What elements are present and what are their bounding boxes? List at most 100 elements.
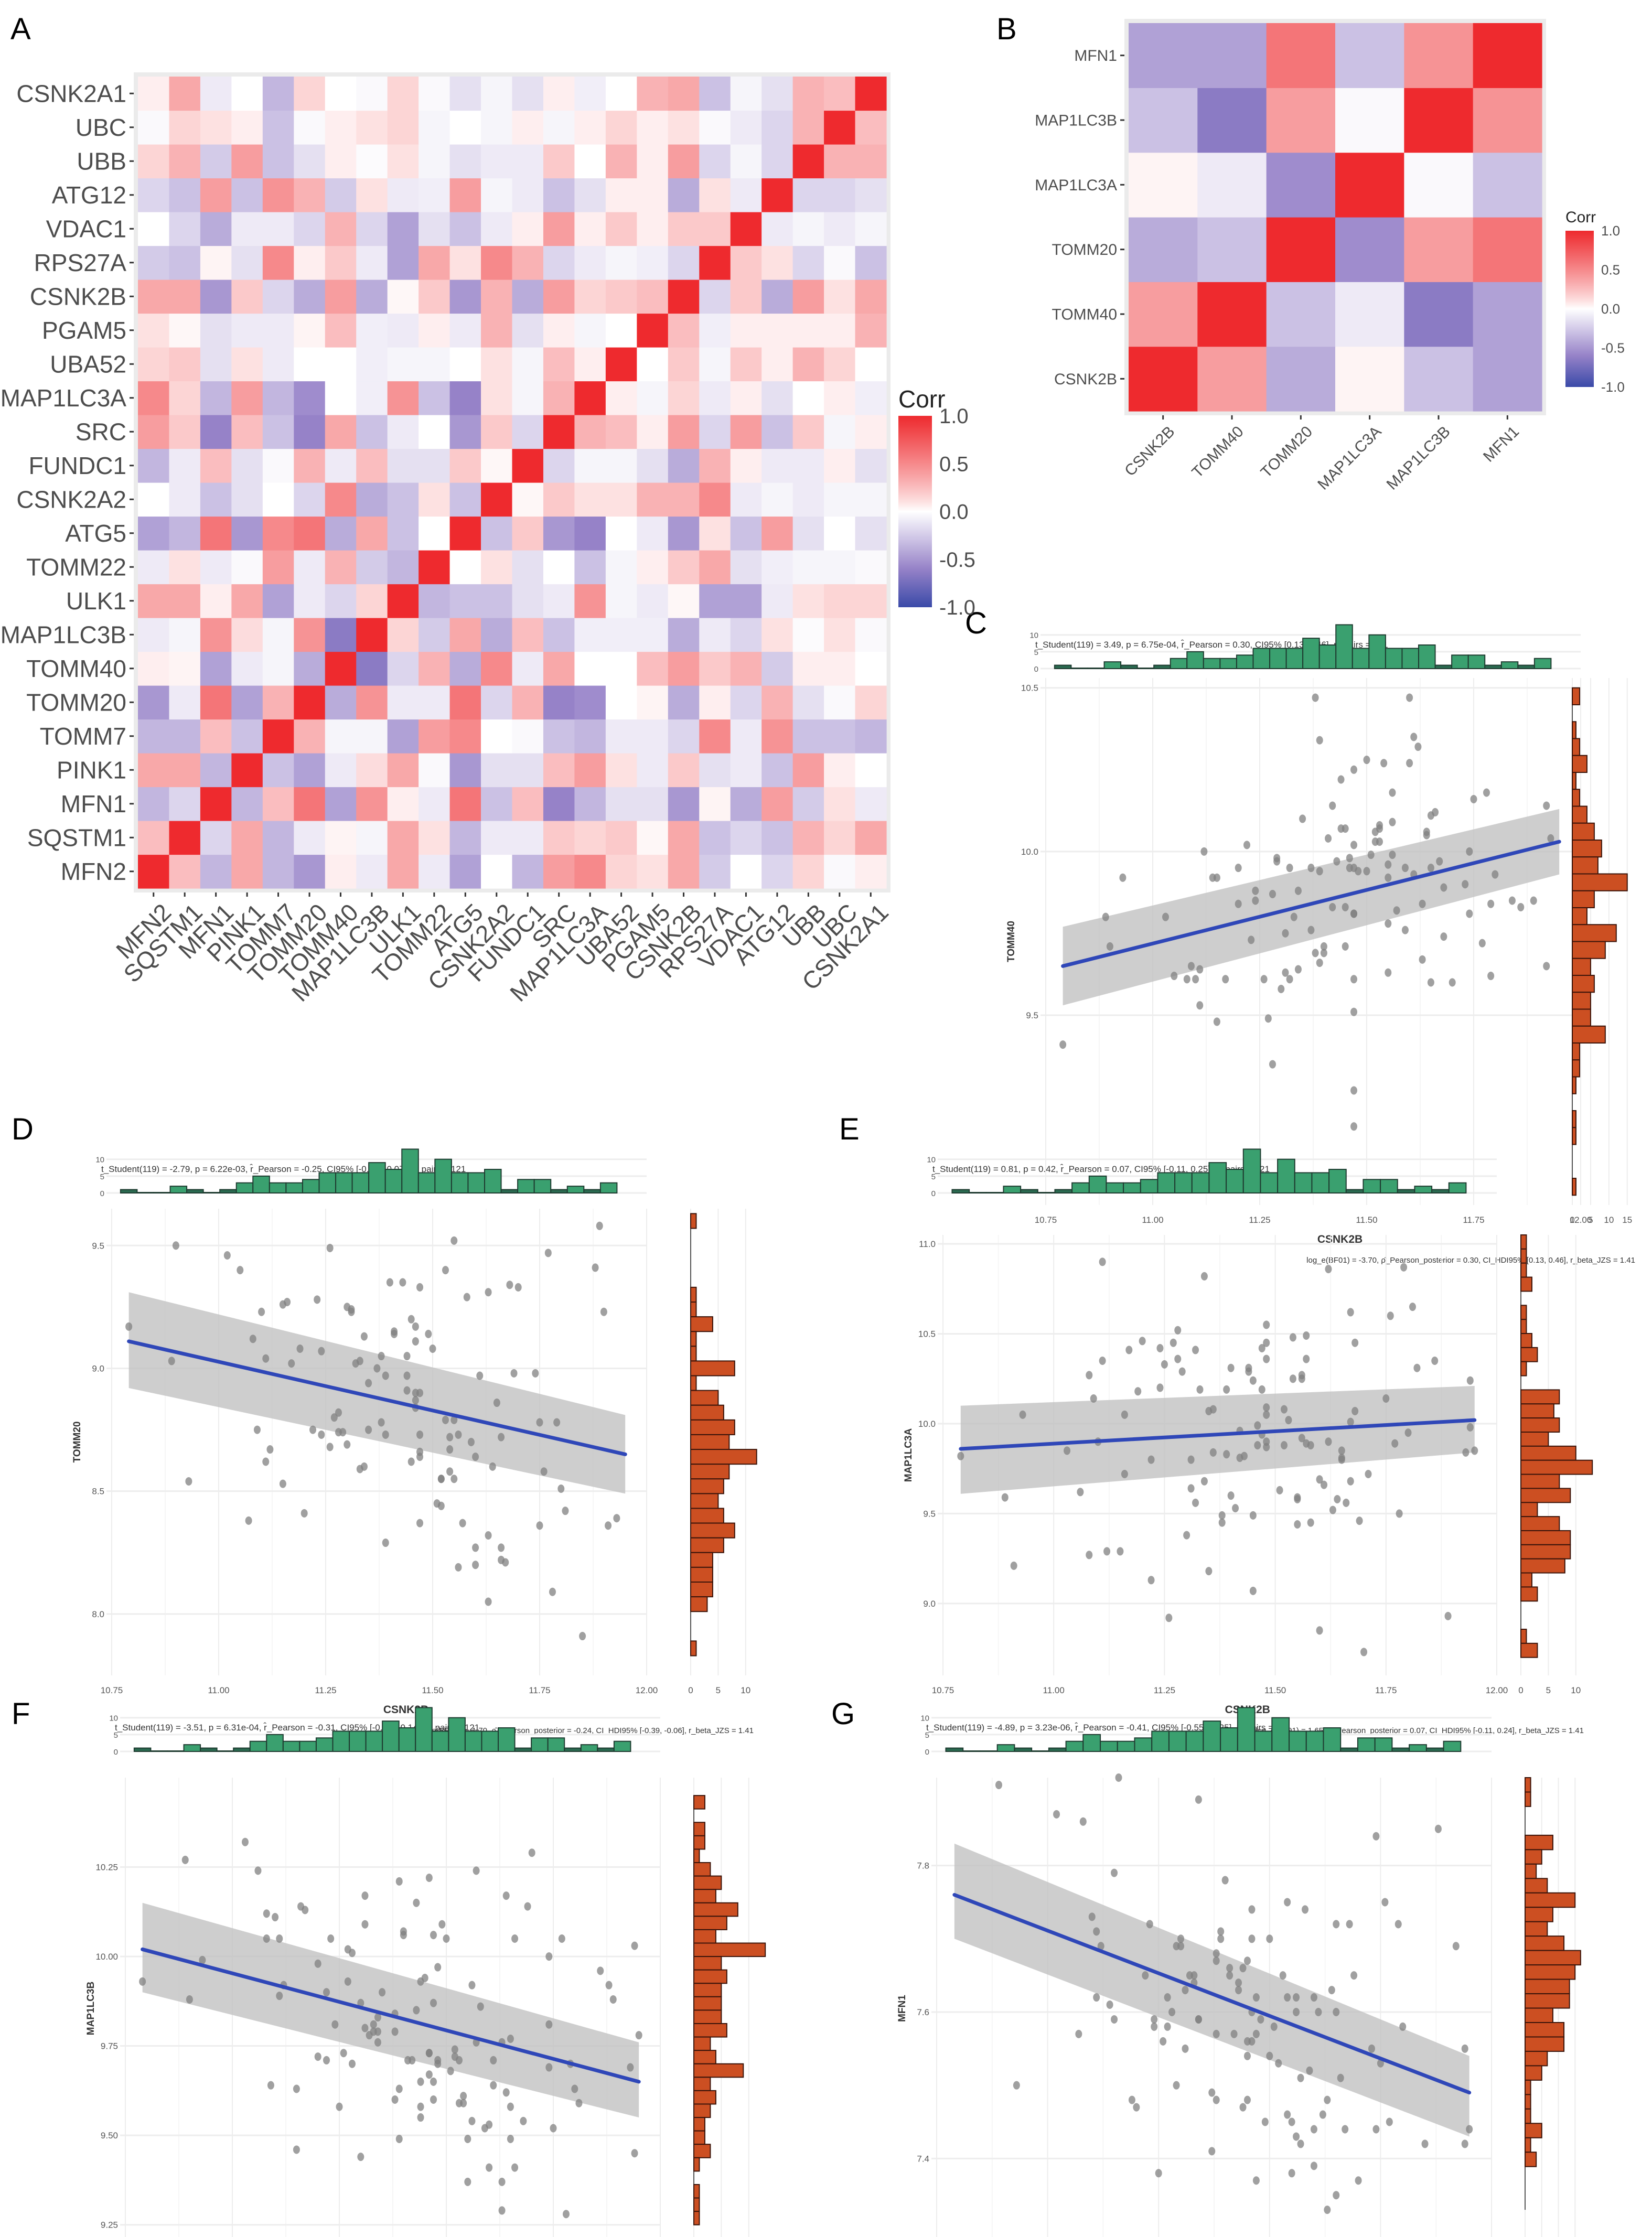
- data-point: [400, 1931, 407, 1940]
- data-point: [1324, 2206, 1331, 2214]
- data-point: [1182, 1986, 1189, 1995]
- data-point: [1449, 978, 1456, 987]
- xhist-bar: [583, 1189, 601, 1194]
- heatmap-cell: [605, 618, 637, 652]
- data-point: [477, 2002, 484, 2011]
- heatmap-cell: [668, 482, 700, 517]
- data-point: [1156, 1383, 1164, 1392]
- data-point: [254, 1866, 262, 1875]
- heatmap-cell: [730, 482, 762, 517]
- data-point: [1064, 1446, 1071, 1455]
- yhist-bar: [1525, 1950, 1581, 1966]
- heatmap-cell: [294, 448, 326, 483]
- yhist-tick-label: 5: [1588, 1215, 1593, 1225]
- heatmap-cell: [1129, 217, 1198, 282]
- heatmap-cell: [169, 279, 201, 314]
- data-point: [1409, 1303, 1416, 1311]
- heatmap-cell: [449, 144, 481, 179]
- yhist-bar: [1525, 1907, 1553, 1922]
- legend-tick-label: 0.0: [1601, 301, 1620, 317]
- heatmap-cell: [449, 821, 481, 855]
- yhist-bar: [693, 2063, 744, 2078]
- data-point: [1351, 1407, 1359, 1415]
- heatmap-cell: [699, 753, 731, 788]
- heatmap-cell: [449, 618, 481, 652]
- heatmap-cell: [512, 482, 544, 517]
- heatmap-cell: [605, 77, 637, 111]
- heatmap-cell: [356, 685, 388, 720]
- x-tick-label: 11.75: [1375, 1685, 1397, 1695]
- data-point: [1297, 2073, 1304, 2082]
- heatmap-cell: [855, 584, 887, 618]
- heatmap-cell: [325, 279, 357, 314]
- heatmap-cell: [138, 448, 170, 483]
- xhist-bar: [183, 1744, 201, 1752]
- heatmap-cell: [356, 584, 388, 618]
- heatmap-cell: [231, 212, 263, 246]
- data-point: [1347, 1308, 1354, 1317]
- x-tick-label: MFN1: [1480, 423, 1522, 465]
- data-point: [1147, 1576, 1155, 1585]
- heatmap-cell: [262, 178, 294, 212]
- yhist-bar: [1572, 805, 1587, 824]
- heatmap-cell: [761, 347, 793, 382]
- data-point: [395, 2084, 403, 2093]
- xhist-bar: [1014, 1747, 1033, 1752]
- heatmap-cell: [387, 753, 419, 788]
- xhist-bar: [1219, 658, 1237, 669]
- heatmap-cell: [1404, 88, 1474, 153]
- data-point: [1372, 2125, 1380, 2134]
- data-point: [186, 1995, 193, 2004]
- data-point: [1306, 2066, 1313, 2075]
- xhist-bar: [235, 1182, 254, 1194]
- xhist-bar: [566, 1186, 585, 1193]
- heatmap-cell: [449, 753, 481, 788]
- yhist-bar: [693, 1983, 722, 1997]
- heatmap-cell: [699, 212, 731, 246]
- data-point: [348, 2059, 356, 2068]
- heatmap-cell: [200, 550, 232, 585]
- heatmap-cell: [668, 651, 700, 686]
- xhist-bar: [1208, 1162, 1227, 1193]
- data-point: [1240, 1451, 1248, 1460]
- xhist-tick-label: 10: [1029, 631, 1038, 640]
- heatmap-cell: [512, 854, 544, 889]
- heatmap-cell: [605, 347, 637, 382]
- heatmap-cell: [1473, 346, 1542, 412]
- heatmap-cell: [262, 245, 294, 280]
- data-point: [1282, 929, 1289, 938]
- heatmap-cell: [1266, 282, 1336, 347]
- heatmap-cell: [730, 313, 762, 348]
- heatmap-cell: [138, 618, 170, 652]
- xhist-tick-label: 0: [1034, 665, 1038, 674]
- data-point: [1243, 2051, 1251, 2060]
- heatmap-cell: [543, 279, 575, 314]
- data-point: [1316, 867, 1323, 876]
- heatmap-cell: [512, 144, 544, 179]
- heatmap-cell: [792, 719, 824, 754]
- heatmap-cell: [231, 821, 263, 855]
- data-point: [331, 2020, 339, 2029]
- yhist-bar: [693, 2050, 716, 2064]
- data-point: [276, 1992, 283, 2001]
- data-point: [1264, 1014, 1272, 1023]
- data-point: [1316, 736, 1323, 745]
- heatmap-cell: [419, 787, 450, 821]
- data-point: [403, 1352, 411, 1361]
- data-point: [430, 1931, 437, 1940]
- heatmap-cell: [574, 584, 606, 618]
- heatmap-cell: [387, 245, 419, 280]
- heatmap-cell: [574, 381, 606, 415]
- heatmap-cell: [1473, 152, 1542, 218]
- yhist-bar: [693, 1929, 716, 1944]
- xhist-bar: [219, 1189, 237, 1194]
- data-point: [1284, 2110, 1291, 2119]
- xhist-bar: [1533, 658, 1552, 669]
- heatmap-cell: [449, 516, 481, 551]
- data-point: [245, 1516, 252, 1525]
- data-point: [1196, 1001, 1204, 1010]
- data-point: [1235, 1978, 1242, 1987]
- xhist-bar: [996, 1744, 1015, 1752]
- heatmap-cell: [605, 144, 637, 179]
- heatmap-cell: [824, 719, 856, 754]
